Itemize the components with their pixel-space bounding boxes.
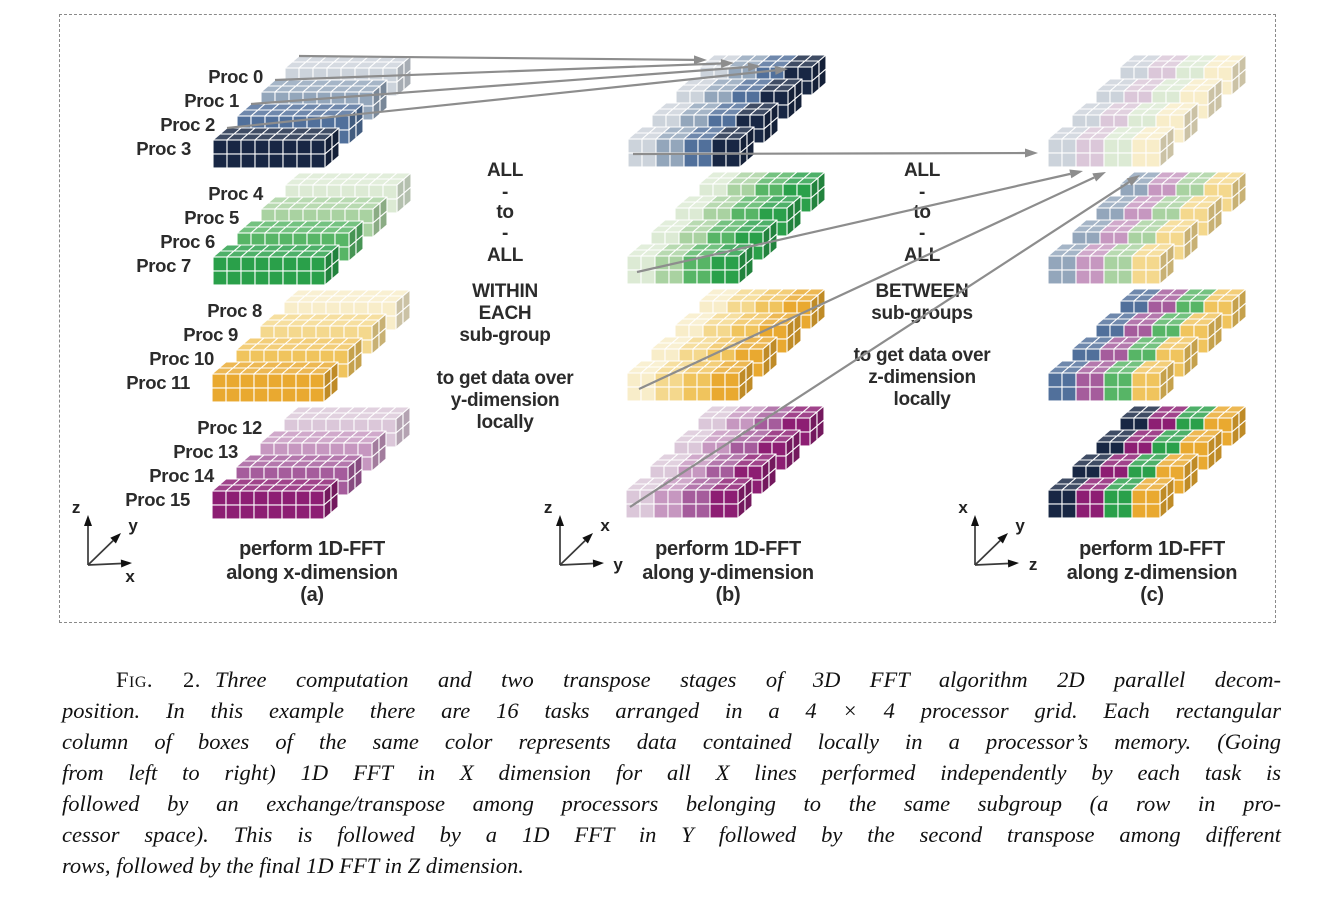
stage-label-a: perform 1D-FFT (239, 538, 385, 560)
transfer-between-subgroups-label-purpose: locally (893, 389, 951, 410)
proc-label-5: Proc 5 (184, 207, 239, 228)
transfer-within-subgroup-label-exchange: to (496, 202, 513, 223)
caption-text: Three computation and two transpose stag… (214, 667, 1281, 692)
proc-label-4: Proc 4 (208, 183, 264, 204)
axes-a (84, 515, 132, 568)
axis-label-x: x (600, 516, 610, 535)
arrow-a-to-b-3 (226, 65, 788, 130)
transfer-between-subgroups-label-exchange: - (919, 223, 925, 244)
axis-label-z: z (544, 498, 552, 517)
caption-line: rows, followed by the final 1D FFT in Z … (62, 853, 524, 878)
proc-label-6: Proc 6 (160, 231, 215, 252)
caption-line: followed by an exchange/transpose among … (62, 791, 1281, 816)
transfer-within-subgroup-label-purpose: to get data over (437, 368, 575, 389)
transfer-between-subgroups-label-scope: BETWEEN (876, 281, 969, 302)
stage-label-b: perform 1D-FFT (655, 538, 801, 560)
proc-group-c-2 (1047, 288, 1247, 402)
arrow-b-to-c-0 (632, 148, 1038, 158)
axes-b (556, 515, 604, 568)
proc-label-2: Proc 2 (160, 114, 215, 135)
transfer-within-subgroup-label-purpose: locally (476, 412, 534, 433)
transfer-within-subgroup-label-exchange: - (502, 182, 508, 203)
transfer-within-subgroup-label-exchange: ALL (487, 160, 524, 181)
proc-group-a-2 (211, 289, 411, 403)
axis-label-z: z (1029, 555, 1037, 574)
proc-label-0: Proc 0 (208, 66, 263, 87)
proc-label-13: Proc 13 (173, 441, 238, 462)
proc-label-11: Proc 11 (126, 372, 190, 393)
caption-line: from left to right) 1D FFT in X dimensio… (62, 760, 1281, 785)
axis-label-y: y (128, 516, 138, 535)
caption-figure-tag: Fig. 2. (116, 667, 201, 692)
transfer-between-subgroups-label-exchange: - (919, 182, 925, 203)
axis-label-y: y (613, 555, 623, 574)
transfer-within-subgroup-label-scope: WITHIN (472, 281, 538, 302)
proc-group-b-2 (626, 288, 826, 402)
axes-c (971, 515, 1019, 568)
stage-label-a: along x-dimension (226, 562, 398, 584)
arrow-b-to-c-1 (636, 169, 1083, 274)
transfer-within-subgroup-label-scope: sub-group (459, 325, 550, 346)
arrow-b-to-c-3 (629, 175, 1140, 508)
arrow-b-to-c-2 (638, 172, 1106, 390)
caption-line: Fig. 2. Three computation and two transpo… (62, 664, 1281, 695)
arrow-a-to-b-0 (298, 54, 707, 65)
stage-label-b: (b) (716, 584, 741, 606)
figure-caption: Fig. 2. Three computation and two transpo… (62, 664, 1281, 881)
proc-label-3: Proc 3 (136, 138, 191, 159)
transfer-between-subgroups-label-purpose: z-dimension (868, 367, 976, 388)
stage-label-a: (a) (300, 584, 324, 606)
proc-group-a-3 (211, 406, 411, 520)
fft-decomposition-diagram: Proc 0 Proc 1 Proc 2 Proc 3 Proc 4 Proc 5 Proc… (72, 54, 1247, 606)
stage-label-c: (c) (1140, 584, 1164, 606)
proc-label-1: Proc 1 (184, 90, 239, 111)
proc-group-b-3 (625, 405, 825, 519)
arrow-a-to-b-2 (250, 62, 761, 106)
proc-group-b-0 (627, 54, 827, 168)
proc-label-12: Proc 12 (197, 417, 262, 438)
transfer-within-subgroup-label-exchange: ALL (487, 245, 524, 266)
axis-label-x: x (125, 567, 135, 586)
transfer-between-subgroups-label-purpose: to get data over (854, 345, 992, 366)
transfer-between-subgroups-label-scope: sub-groups (871, 303, 973, 324)
caption-line: position. In this example there are 16 t… (62, 698, 1281, 723)
proc-group-c-3 (1047, 405, 1247, 519)
proc-group-a-1 (212, 172, 412, 286)
caption-line: column of boxes of the same color repres… (62, 729, 1281, 754)
proc-group-c-1 (1047, 171, 1247, 285)
stage-label-c: along z-dimension (1067, 562, 1237, 584)
proc-label-9: Proc 9 (183, 324, 238, 345)
proc-group-c-0 (1047, 54, 1247, 168)
axis-label-y: y (1015, 516, 1025, 535)
proc-label-10: Proc 10 (149, 348, 214, 369)
proc-label-7: Proc 7 (136, 255, 191, 276)
caption-line: cessor space). This is followed by a 1D … (62, 822, 1281, 847)
transfer-within-subgroup-label-purpose: y-dimension (451, 390, 560, 411)
arrow-a-to-b-1 (274, 58, 734, 82)
axis-label-z: z (72, 498, 80, 517)
transfer-within-subgroup-label-exchange: - (502, 223, 508, 244)
axis-label-x: x (958, 498, 968, 517)
proc-group-b-1 (626, 171, 826, 285)
stage-label-b: along y-dimension (642, 562, 814, 584)
stage-label-c: perform 1D-FFT (1079, 538, 1225, 560)
proc-label-15: Proc 15 (125, 489, 190, 510)
proc-label-14: Proc 14 (149, 465, 215, 486)
proc-label-8: Proc 8 (207, 300, 262, 321)
transfer-within-subgroup-label-scope: EACH (479, 303, 532, 324)
transfer-between-subgroups-label-exchange: ALL (904, 160, 941, 181)
